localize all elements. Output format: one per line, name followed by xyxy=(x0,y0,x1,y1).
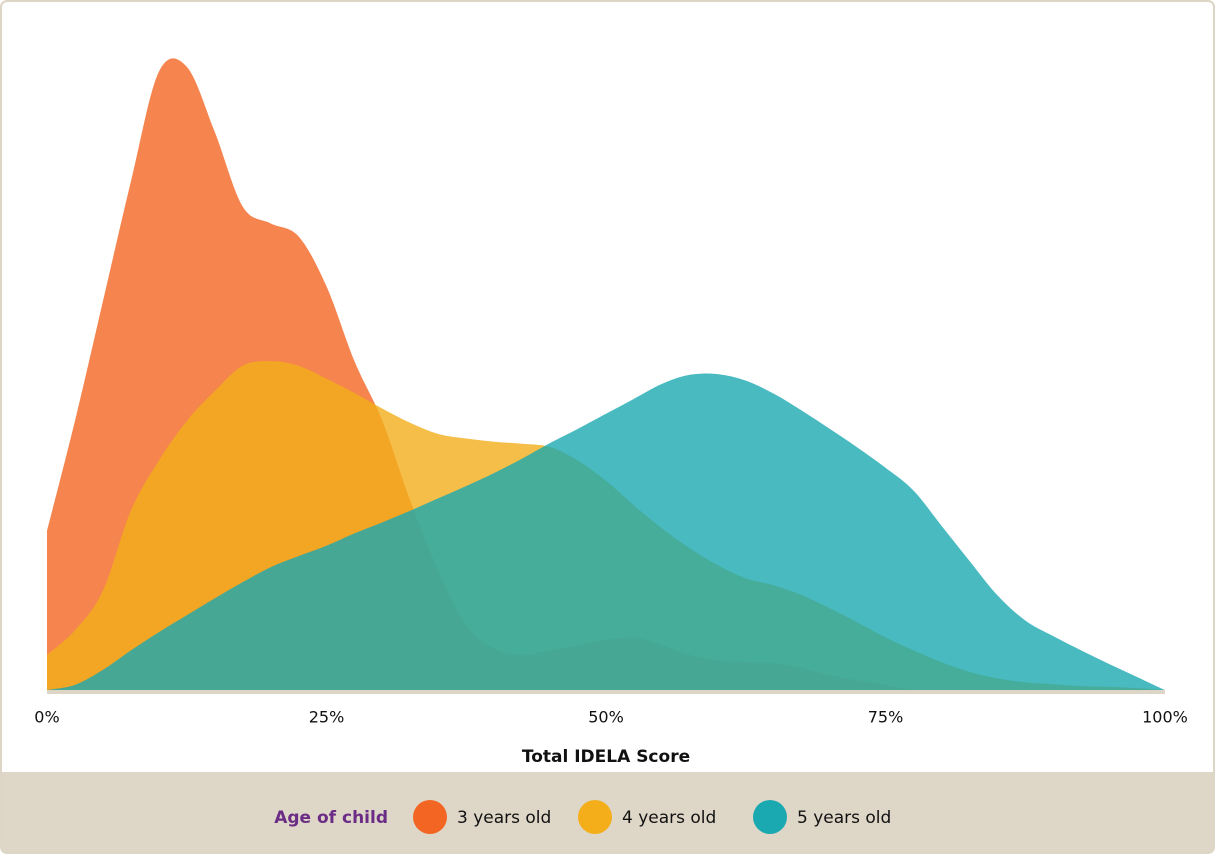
legend-label: 3 years old xyxy=(457,808,551,828)
legend-title: Age of child xyxy=(274,808,388,828)
legend-swatch xyxy=(413,800,447,834)
x-tick-label: 75% xyxy=(868,708,904,727)
legend-swatch xyxy=(578,800,612,834)
x-axis-title: Total IDELA Score xyxy=(522,747,690,767)
legend-label: 4 years old xyxy=(622,808,716,828)
x-tick-label: 0% xyxy=(34,708,59,727)
legend-label: 5 years old xyxy=(797,808,891,828)
x-tick-label: 100% xyxy=(1142,708,1188,727)
x-tick-label: 25% xyxy=(309,708,345,727)
x-tick-label: 50% xyxy=(588,708,624,727)
legend-swatch xyxy=(753,800,787,834)
area xyxy=(47,373,1165,692)
